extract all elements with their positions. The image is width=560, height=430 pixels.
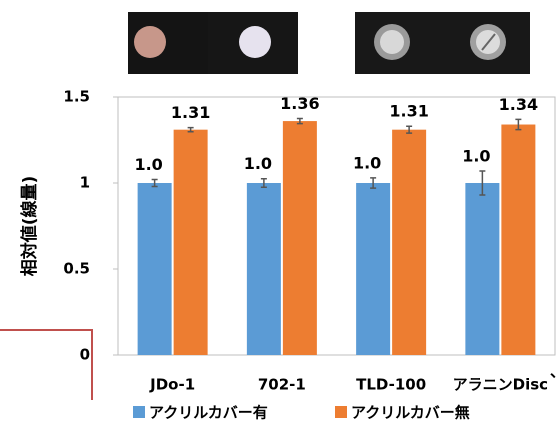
y-tick-label: 0.5 (63, 260, 90, 278)
red-frame (0, 330, 92, 400)
bar (138, 183, 172, 355)
x-tick-label: 702-1 (258, 376, 306, 394)
bar (356, 183, 390, 355)
photo-left (128, 12, 298, 74)
y-tick-label: 1 (80, 174, 90, 192)
legend-swatch (133, 406, 145, 418)
y-axis-label: 相対値(線量) (19, 176, 40, 277)
y-tick-label: 0 (80, 346, 90, 364)
bar (465, 183, 499, 355)
x-tick-label: JDo-1 (149, 376, 195, 394)
legend-label: アクリルカバー有 (149, 404, 268, 422)
bar (283, 121, 317, 355)
chart: 、 相対値(線量) 0 0.5 1 1.5 JDo-1 1.0 1.31 702-1 1.0 1.… (0, 0, 560, 430)
value-label: 1.0 (353, 153, 381, 172)
photo-right (355, 12, 530, 74)
value-label: 1.0 (462, 146, 490, 165)
value-label: 1.31 (389, 102, 428, 121)
bar (174, 130, 208, 355)
bar (247, 183, 281, 355)
x-tick-label: アラニンDisc (453, 376, 548, 394)
x-tick-label: TLD-100 (356, 376, 426, 394)
value-label: 1.34 (499, 95, 538, 114)
bar (501, 125, 535, 355)
bar (392, 130, 426, 355)
value-label: 1.0 (244, 154, 272, 173)
value-label: 1.0 (134, 155, 162, 174)
legend-swatch (335, 406, 347, 418)
value-label: 1.31 (171, 103, 210, 122)
value-label: 1.36 (280, 94, 319, 113)
annotation: 、 (550, 363, 560, 381)
y-tick-label: 1.5 (63, 88, 90, 106)
legend-label: アクリルカバー無 (351, 404, 470, 422)
